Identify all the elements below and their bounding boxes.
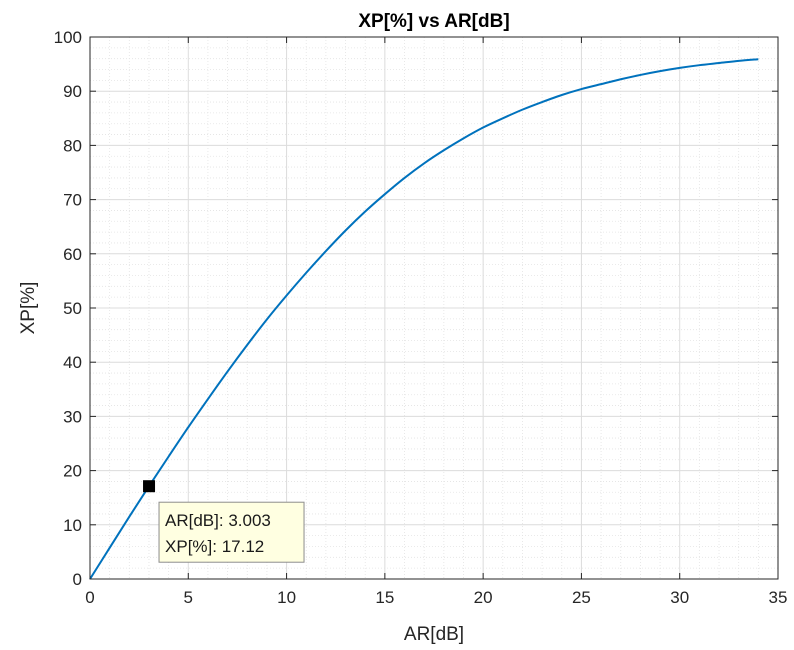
x-tick-label: 0 — [85, 588, 94, 607]
y-tick-label: 60 — [63, 245, 82, 264]
x-tick-label: 35 — [769, 588, 788, 607]
x-tick-label: 10 — [277, 588, 296, 607]
datatip-marker[interactable] — [143, 480, 156, 493]
datatip[interactable]: AR[dB]: 3.003 XP[%]: 17.12 — [143, 480, 305, 563]
y-tick-labels: 0 10 20 30 40 50 60 70 80 90 100 — [54, 28, 82, 589]
y-tick-label: 20 — [63, 462, 82, 481]
x-tick-label: 25 — [572, 588, 591, 607]
y-tick-label: 70 — [63, 191, 82, 210]
x-tick-label: 5 — [184, 588, 193, 607]
y-tick-label: 30 — [63, 407, 82, 426]
datatip-box — [158, 501, 305, 563]
x-tick-labels: 0 5 10 15 20 25 30 35 — [85, 588, 787, 607]
chart-title: XP[%] vs AR[dB] — [358, 11, 509, 32]
y-axis-label: XP[%] — [18, 282, 39, 335]
y-tick-label: 100 — [54, 28, 82, 47]
y-tick-label: 40 — [63, 353, 82, 372]
datatip-x-value: AR[dB]: 3.003 — [165, 511, 271, 530]
axis-ticks — [89, 36, 779, 580]
x-tick-label: 30 — [670, 588, 689, 607]
y-tick-label: 0 — [73, 570, 82, 589]
datatip-y-value: XP[%]: 17.12 — [165, 537, 264, 556]
plot-area — [89, 36, 779, 580]
y-tick-label: 10 — [63, 516, 82, 535]
x-tick-label: 15 — [375, 588, 394, 607]
y-tick-label: 50 — [63, 299, 82, 318]
y-tick-label: 90 — [63, 82, 82, 101]
x-axis-label: AR[dB] — [404, 624, 464, 645]
y-tick-label: 80 — [63, 136, 82, 155]
series-line — [89, 58, 759, 580]
x-tick-label: 20 — [474, 588, 493, 607]
